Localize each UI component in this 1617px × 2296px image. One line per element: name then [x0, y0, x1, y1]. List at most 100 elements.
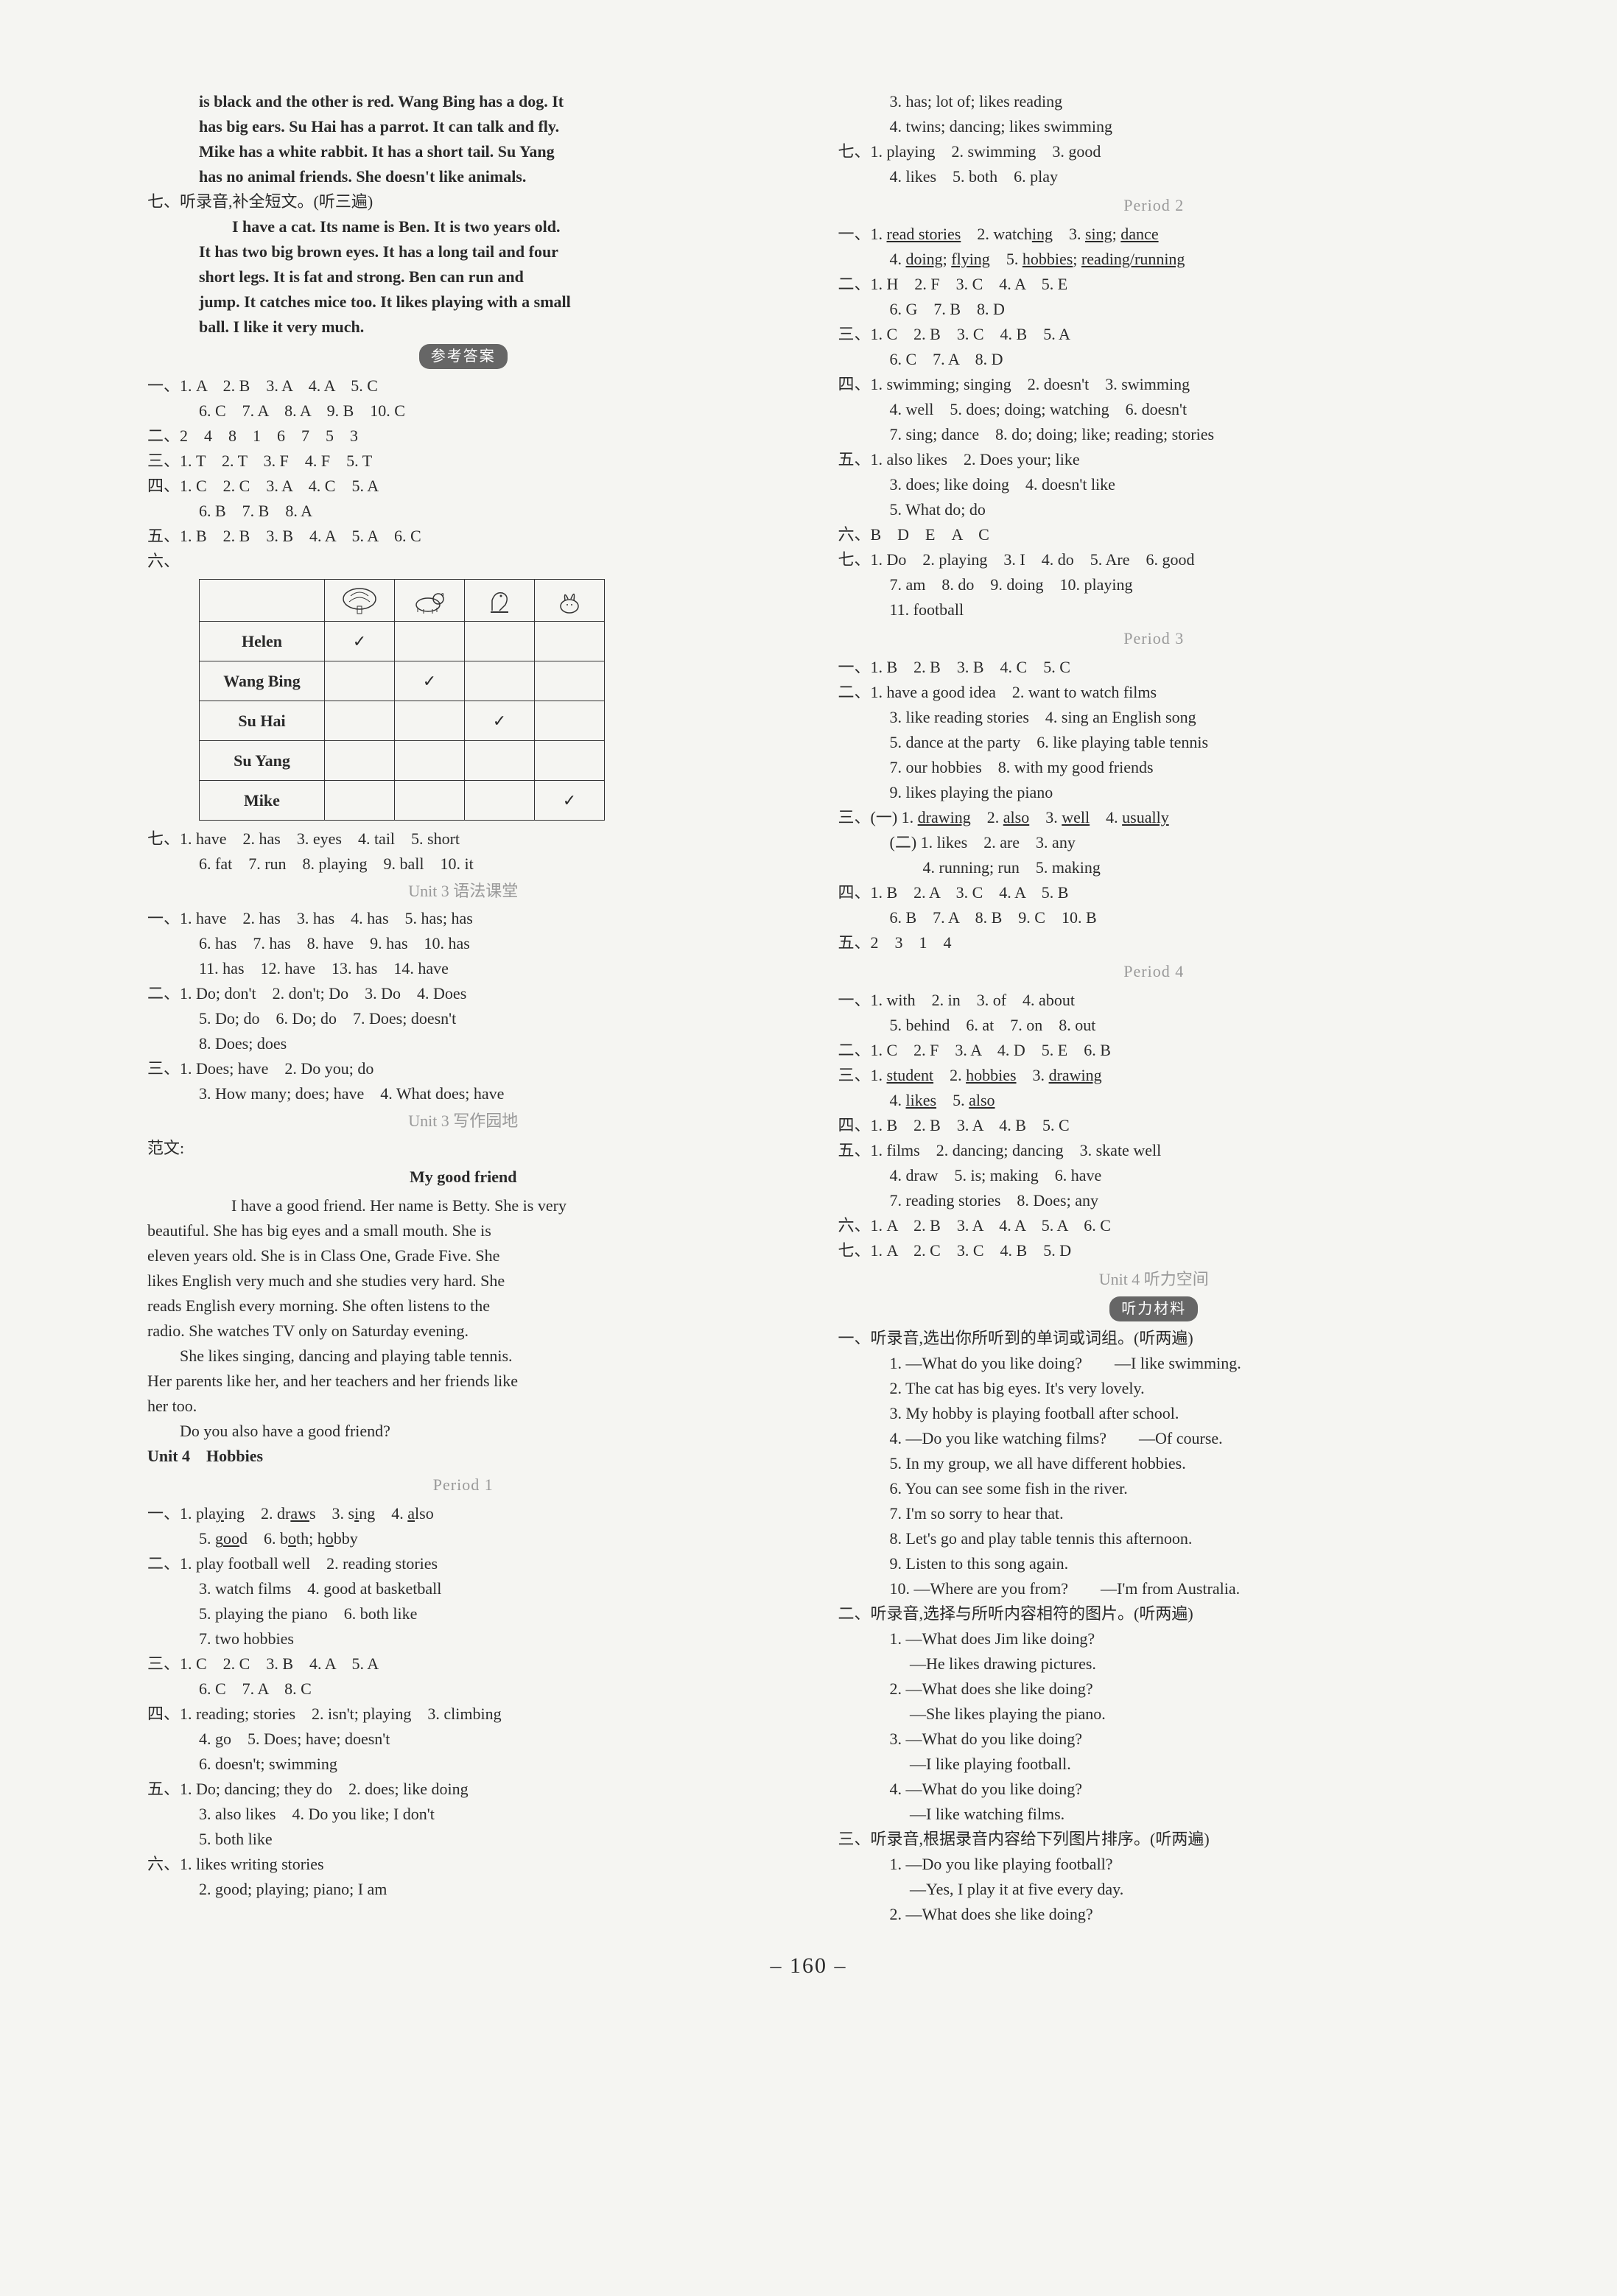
answer-line: 4. likes 5. both 6. play — [838, 164, 1470, 189]
answer-line: 七、1. Do 2. playing 3. I 4. do 5. Are 6. … — [838, 547, 1470, 572]
cell — [535, 741, 605, 781]
answer-line: 二、1. have a good idea 2. want to watch f… — [838, 680, 1470, 704]
answer-line: 7. our hobbies 8. with my good friends — [838, 755, 1470, 779]
listening-line: 4. —Do you like watching films? —Of cour… — [838, 1426, 1470, 1450]
answer-line: 5. Do; do 6. Do; do 7. Does; doesn't — [147, 1006, 779, 1031]
answer-line: 3. How many; does; have 4. What does; ha… — [147, 1081, 779, 1106]
section-label: 六、 — [147, 549, 779, 573]
cell — [535, 701, 605, 741]
answer-line: 一、1. have 2. has 3. has 4. has 5. has; h… — [147, 906, 779, 930]
answer-line: 六、B D E A C — [838, 522, 1470, 547]
page-number: – 160 – — [147, 1949, 1470, 1982]
answer-line: 七、1. have 2. has 3. eyes 4. tail 5. shor… — [147, 826, 779, 851]
listening-line: 9. Listen to this song again. — [838, 1551, 1470, 1576]
listening-line: 8. Let's go and play table tennis this a… — [838, 1526, 1470, 1551]
answer-line: 6. B 7. A 8. B 9. C 10. B — [838, 905, 1470, 930]
listening-line: —Yes, I play it at five every day. — [838, 1877, 1470, 1901]
section-heading: 三、听录音,根据录音内容给下列图片排序。(听两遍) — [838, 1827, 1470, 1851]
answer-line: 7. reading stories 8. Does; any — [838, 1188, 1470, 1212]
tree-icon — [325, 580, 395, 622]
answer-line: 7. am 8. do 9. doing 10. playing — [838, 572, 1470, 597]
answer-line: 6. has 7. has 8. have 9. has 10. has — [147, 931, 779, 955]
listening-line: 10. —Where are you from? —I'm from Austr… — [838, 1576, 1470, 1601]
answer-line: 三、1. C 2. B 3. C 4. B 5. A — [838, 322, 1470, 346]
sample-label: 范文: — [147, 1136, 779, 1160]
page: is black and the other is red. Wang Bing… — [147, 88, 1470, 1927]
answer-line: 4. running; run 5. making — [838, 855, 1470, 880]
answer-line: 6. G 7. B 8. D — [838, 297, 1470, 321]
answer-line: 三、(一) 1. drawing 2. also 3. well 4. usua… — [838, 805, 1470, 829]
answer-line: 11. football — [838, 597, 1470, 622]
cell — [395, 701, 465, 741]
listening-line: —She likes playing the piano. — [838, 1702, 1470, 1726]
period-label: Period 1 — [147, 1472, 779, 1497]
unit-subtitle: Unit 3 写作园地 — [147, 1109, 779, 1133]
listening-line: 3. —What do you like doing? — [838, 1727, 1470, 1751]
cell — [535, 622, 605, 661]
answer-line: 3. like reading stories 4. sing an Engli… — [838, 705, 1470, 729]
cell — [465, 741, 535, 781]
period-label: Period 3 — [838, 626, 1470, 650]
section-heading: 二、听录音,选择与所听内容相符的图片。(听两遍) — [838, 1601, 1470, 1626]
parrot-icon — [465, 580, 535, 622]
listening-line: —He likes drawing pictures. — [838, 1651, 1470, 1676]
answer-table: Helen✓ Wang Bing✓ Su Hai✓ Su Yang Mike✓ — [199, 579, 605, 821]
answer-line: 二、1. play football well 2. reading stori… — [147, 1551, 779, 1576]
answer-line: 一、1. read stories 2. watching 3. sing; d… — [838, 222, 1470, 246]
answer-line: 6. doesn't; swimming — [147, 1752, 779, 1776]
cell — [325, 781, 395, 821]
answer-line: 二、2 4 8 1 6 7 5 3 — [147, 424, 779, 448]
answer-line: 7. two hobbies — [147, 1626, 779, 1651]
listening-line: 5. In my group, we all have different ho… — [838, 1451, 1470, 1475]
answer-line: 4. twins; dancing; likes swimming — [838, 114, 1470, 138]
answer-line: 6. C 7. A 8. C — [147, 1677, 779, 1701]
answer-line: 二、1. C 2. F 3. A 4. D 5. E 6. B — [838, 1038, 1470, 1062]
check-cell: ✓ — [325, 622, 395, 661]
cell — [325, 701, 395, 741]
cell — [395, 781, 465, 821]
intro-line: is black and the other is red. Wang Bing… — [147, 89, 779, 113]
answer-line: 五、1. Do; dancing; they do 2. does; like … — [147, 1777, 779, 1801]
essay-line: likes English very much and she studies … — [147, 1268, 779, 1293]
listening-line: 1. —Do you like playing football? — [838, 1852, 1470, 1876]
answer-line: 4. likes 5. also — [838, 1088, 1470, 1112]
answer-line: 5. What do; do — [838, 497, 1470, 522]
right-column: 3. has; lot of; likes reading 4. twins; … — [838, 88, 1470, 1927]
answer-line: (二) 1. likes 2. are 3. any — [838, 830, 1470, 854]
answer-line: 五、1. films 2. dancing; dancing 3. skate … — [838, 1138, 1470, 1162]
listening-line: 4. —What do you like doing? — [838, 1777, 1470, 1801]
dog-icon — [395, 580, 465, 622]
answer-line: 四、1. B 2. B 3. A 4. B 5. C — [838, 1113, 1470, 1137]
section-heading: 七、听录音,补全短文。(听三遍) — [147, 189, 779, 214]
listening-line: 7. I'm so sorry to hear that. — [838, 1501, 1470, 1526]
listening-line: 2. —What does she like doing? — [838, 1902, 1470, 1926]
answer-line: 六、1. likes writing stories — [147, 1852, 779, 1876]
table-row-name: Wang Bing — [200, 661, 325, 701]
essay-title: My good friend — [147, 1165, 779, 1189]
unit-subtitle: Unit 3 语法课堂 — [147, 879, 779, 903]
answer-line: 5. playing the piano 6. both like — [147, 1601, 779, 1626]
table-row-name: Su Hai — [200, 701, 325, 741]
answer-line: 4. well 5. does; doing; watching 6. does… — [838, 397, 1470, 421]
answer-line: 七、1. A 2. C 3. C 4. B 5. D — [838, 1238, 1470, 1263]
badge-row: 参考答案 — [147, 343, 779, 369]
answer-line: 6. fat 7. run 8. playing 9. ball 10. it — [147, 852, 779, 876]
answer-line: 六、1. A 2. B 3. A 4. A 5. A 6. C — [838, 1213, 1470, 1237]
cell — [465, 781, 535, 821]
cell — [395, 741, 465, 781]
answer-line: 五、1. B 2. B 3. B 4. A 5. A 6. C — [147, 524, 779, 548]
answer-line: 二、1. Do; don't 2. don't; Do 3. Do 4. Doe… — [147, 981, 779, 1005]
badge-row: 听力材料 — [838, 1296, 1470, 1321]
answer-line: 5. both like — [147, 1827, 779, 1851]
unit-subtitle: Unit 4 听力空间 — [838, 1267, 1470, 1291]
essay-line: her too. — [147, 1394, 779, 1418]
period-label: Period 2 — [838, 193, 1470, 217]
answer-line: 8. Does; does — [147, 1031, 779, 1056]
answer-line: 三、1. Does; have 2. Do you; do — [147, 1056, 779, 1081]
left-column: is black and the other is red. Wang Bing… — [147, 88, 779, 1927]
essay-line: beautiful. She has big eyes and a small … — [147, 1218, 779, 1243]
answer-line: 一、1. playing 2. draws 3. sing 4. also — [147, 1501, 779, 1526]
cell — [465, 622, 535, 661]
paragraph-line: I have a cat. Its name is Ben. It is two… — [147, 214, 779, 239]
table-header-blank — [200, 580, 325, 622]
